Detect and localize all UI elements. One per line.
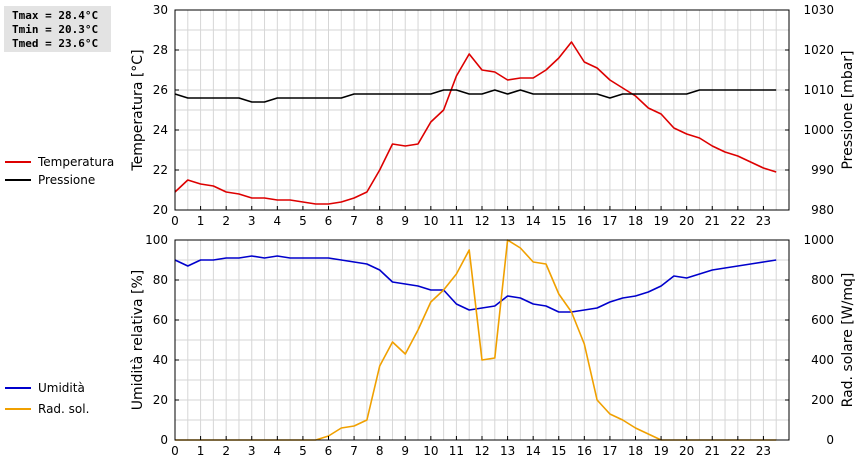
x-tick-label: 1 — [197, 444, 205, 458]
x-tick-label: 10 — [423, 444, 438, 458]
y-tick-label: 30 — [153, 3, 168, 17]
x-tick-label: 8 — [376, 444, 384, 458]
y2-tick-label: 1020 — [803, 43, 834, 57]
x-tick-label: 9 — [401, 444, 409, 458]
legend-entry: Pressione — [38, 173, 95, 187]
y-tick-label: 28 — [153, 43, 168, 57]
tmed-label: Tmed = 23.6°C — [12, 37, 99, 50]
x-tick-label: 20 — [679, 214, 694, 228]
x-tick-label: 5 — [299, 214, 307, 228]
x-tick-label: 5 — [299, 444, 307, 458]
x-tick-label: 10 — [423, 214, 438, 228]
y2-tick-label: 1030 — [803, 3, 834, 17]
x-tick-label: 19 — [653, 444, 668, 458]
x-tick-label: 15 — [551, 444, 566, 458]
y-tick-label: 26 — [153, 83, 168, 97]
x-tick-label: 16 — [577, 444, 592, 458]
x-tick-label: 11 — [449, 444, 464, 458]
x-tick-label: 11 — [449, 214, 464, 228]
x-tick-label: 13 — [500, 214, 515, 228]
y2-tick-label: 400 — [811, 353, 834, 367]
y-tick-label: 20 — [153, 203, 168, 217]
x-tick-label: 21 — [705, 444, 720, 458]
x-tick-label: 18 — [628, 214, 643, 228]
x-tick-label: 13 — [500, 444, 515, 458]
x-tick-label: 17 — [602, 214, 617, 228]
y-tick-label: 60 — [153, 313, 168, 327]
x-tick-label: 8 — [376, 214, 384, 228]
tmax-label: Tmax = 28.4°C — [12, 9, 99, 22]
x-tick-label: 2 — [222, 214, 230, 228]
x-tick-label: 23 — [756, 444, 771, 458]
x-tick-label: 2 — [222, 444, 230, 458]
x-tick-label: 1 — [197, 214, 205, 228]
y-axis-label: Umidità relativa [%] — [130, 270, 146, 411]
x-tick-label: 18 — [628, 444, 643, 458]
series-line-temperatura — [174, 41, 777, 205]
y2-axis-label: Pressione [mbar] — [840, 50, 856, 169]
x-tick-label: 14 — [526, 214, 541, 228]
tmin-label: Tmin = 20.3°C — [12, 23, 99, 36]
legend-entry: Temperatura — [37, 155, 114, 169]
y2-tick-label: 1010 — [803, 83, 834, 97]
y-tick-label: 20 — [153, 393, 168, 407]
x-tick-label: 17 — [602, 444, 617, 458]
x-tick-label: 15 — [551, 214, 566, 228]
y-tick-label: 40 — [153, 353, 168, 367]
x-tick-label: 3 — [248, 214, 256, 228]
y-tick-label: 0 — [160, 433, 168, 447]
y-tick-label: 100 — [145, 233, 168, 247]
x-tick-label: 9 — [401, 214, 409, 228]
y2-tick-label: 990 — [811, 163, 834, 177]
y2-tick-label: 600 — [811, 313, 834, 327]
y-tick-label: 22 — [153, 163, 168, 177]
x-tick-label: 12 — [474, 214, 489, 228]
x-tick-label: 6 — [325, 214, 333, 228]
x-tick-label: 14 — [526, 444, 541, 458]
x-tick-label: 22 — [730, 214, 745, 228]
x-tick-label: 16 — [577, 214, 592, 228]
y2-tick-label: 1000 — [803, 123, 834, 137]
legend-entry: Rad. sol. — [38, 402, 89, 416]
x-tick-label: 7 — [350, 214, 358, 228]
y2-tick-label: 800 — [811, 273, 834, 287]
series-line-pressione — [174, 89, 777, 103]
x-tick-label: 6 — [325, 444, 333, 458]
x-tick-label: 23 — [756, 214, 771, 228]
x-tick-label: 0 — [171, 444, 179, 458]
y2-tick-label: 980 — [811, 203, 834, 217]
x-tick-label: 21 — [705, 214, 720, 228]
x-tick-label: 3 — [248, 444, 256, 458]
x-tick-label: 4 — [274, 214, 282, 228]
stats-box: Tmax = 28.4°C Tmin = 20.3°C Tmed = 23.6°… — [4, 6, 111, 52]
x-tick-label: 7 — [350, 444, 358, 458]
y-axis-label: Temperatura [°C] — [130, 49, 146, 171]
x-tick-label: 0 — [171, 214, 179, 228]
x-tick-label: 12 — [474, 444, 489, 458]
y-tick-label: 80 — [153, 273, 168, 287]
y2-tick-label: 0 — [826, 433, 834, 447]
legend-entry: Umidità — [38, 381, 85, 395]
y2-axis-label: Rad. solare [W/mq] — [840, 273, 856, 408]
x-tick-label: 20 — [679, 444, 694, 458]
x-tick-label: 19 — [653, 214, 668, 228]
y2-tick-label: 200 — [811, 393, 834, 407]
x-tick-label: 4 — [274, 444, 282, 458]
y2-tick-label: 1000 — [803, 233, 834, 247]
x-tick-label: 22 — [730, 444, 745, 458]
y-tick-label: 24 — [153, 123, 168, 137]
